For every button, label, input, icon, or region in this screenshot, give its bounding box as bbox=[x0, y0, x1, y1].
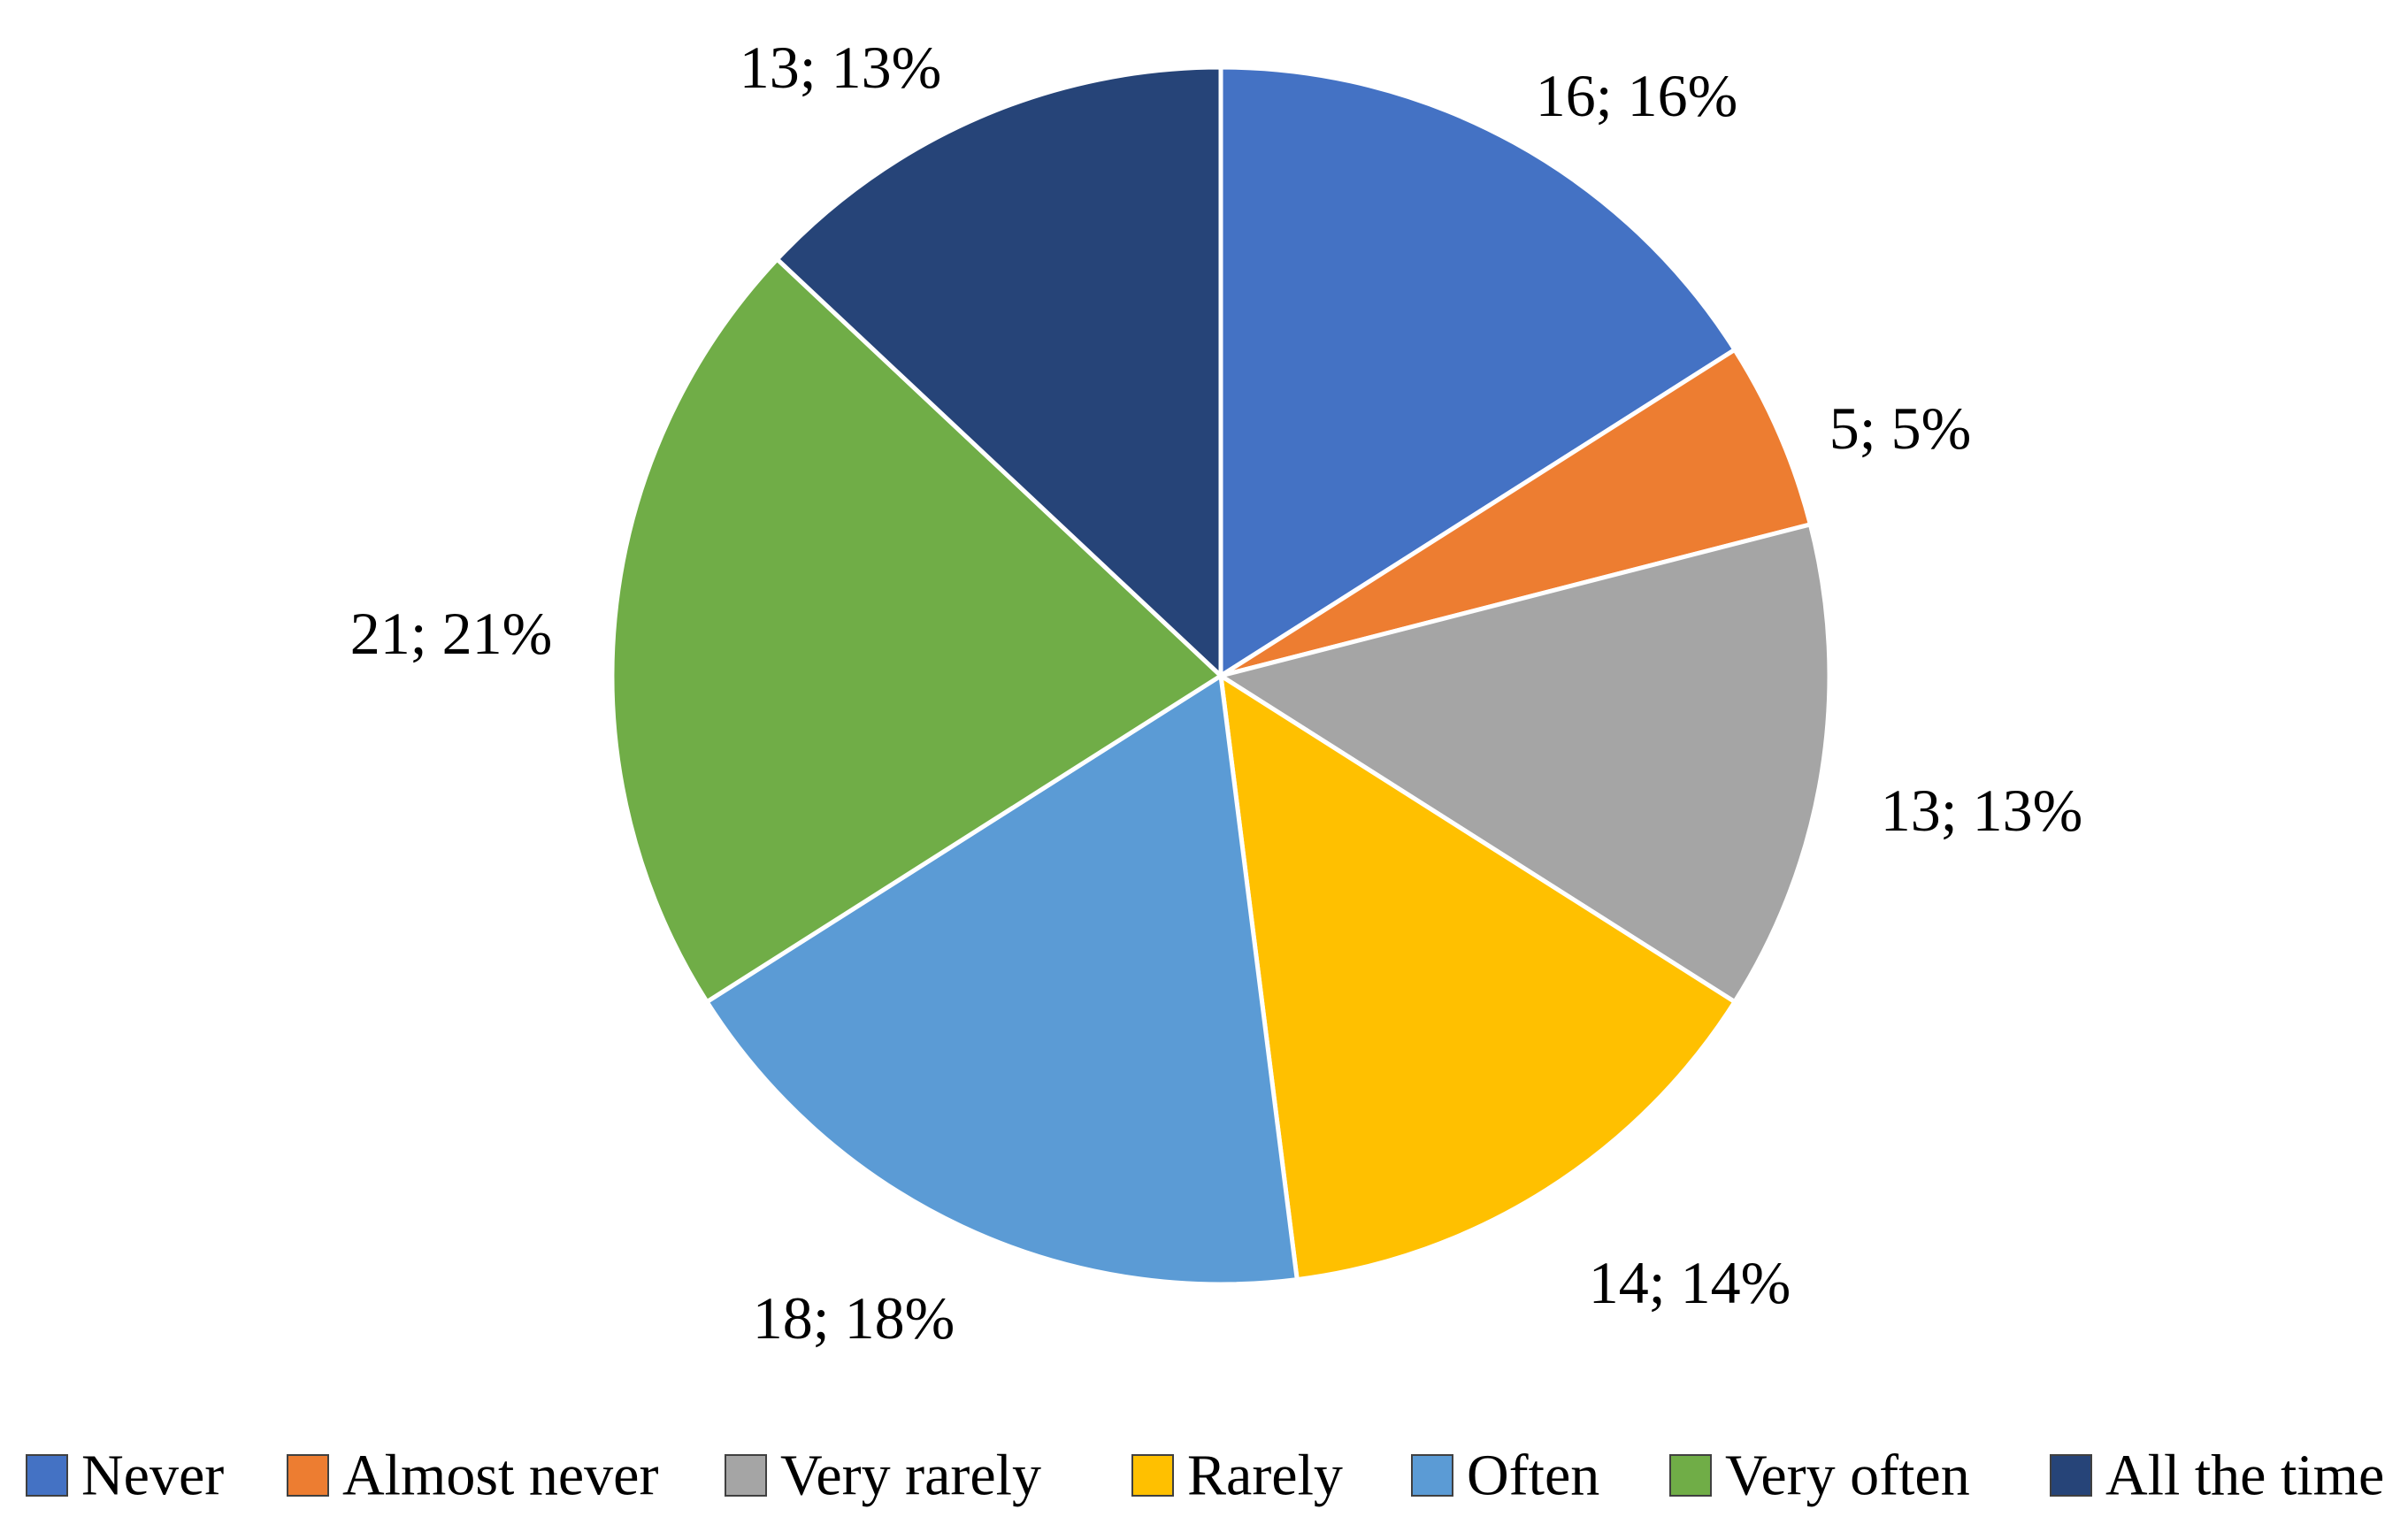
legend-swatch-rarely bbox=[1131, 1454, 1174, 1497]
legend-label-never: Never bbox=[81, 1444, 224, 1508]
pie-slice-often bbox=[704, 673, 1300, 1287]
legend: Never Almost never Very rarely Rarely Often V… bbox=[26, 1444, 2384, 1508]
pie-slice-never bbox=[1218, 65, 1737, 678]
legend-swatch-very-rarely bbox=[725, 1454, 767, 1497]
pie-slice-very-rarely bbox=[1218, 522, 1832, 1005]
legend-label-rarely: Rarely bbox=[1187, 1444, 1343, 1508]
data-label-very-often: 21; 21% bbox=[350, 600, 553, 667]
legend-swatch-all-the-time bbox=[2050, 1454, 2092, 1497]
data-label-rarely: 14; 14% bbox=[1589, 1249, 1791, 1316]
data-label-almost-never: 5; 5% bbox=[1829, 394, 1972, 462]
legend-label-almost-never: Almost never bbox=[342, 1444, 658, 1508]
legend-swatch-often bbox=[1411, 1454, 1453, 1497]
legend-swatch-very-often bbox=[1669, 1454, 1712, 1497]
data-labels: 16; 16% 5; 5% 13; 13% 14; 14% 18; 18% 21; 21%… bbox=[350, 34, 2083, 1352]
data-label-very-rarely: 13; 13% bbox=[1881, 777, 2083, 844]
pie-slice-rarely bbox=[1218, 673, 1737, 1283]
legend-label-very-often: Very often bbox=[1725, 1444, 1970, 1508]
data-label-often: 18; 18% bbox=[753, 1284, 955, 1352]
data-label-all-the-time: 13; 13% bbox=[740, 34, 942, 101]
pie-slices bbox=[610, 65, 1832, 1287]
legend-label-often: Often bbox=[1467, 1444, 1599, 1508]
legend-label-all-the-time: All the time bbox=[2105, 1444, 2384, 1508]
pie-slice-all-the-time bbox=[774, 65, 1223, 678]
pie-slice-almost-never bbox=[1218, 347, 1813, 678]
legend-swatch-never bbox=[26, 1454, 68, 1497]
legend-swatch-almost-never bbox=[287, 1454, 329, 1497]
pie-slice-very-often bbox=[610, 257, 1223, 1005]
data-label-never: 16; 16% bbox=[1536, 62, 1738, 129]
legend-label-very-rarely: Very rarely bbox=[780, 1444, 1041, 1508]
